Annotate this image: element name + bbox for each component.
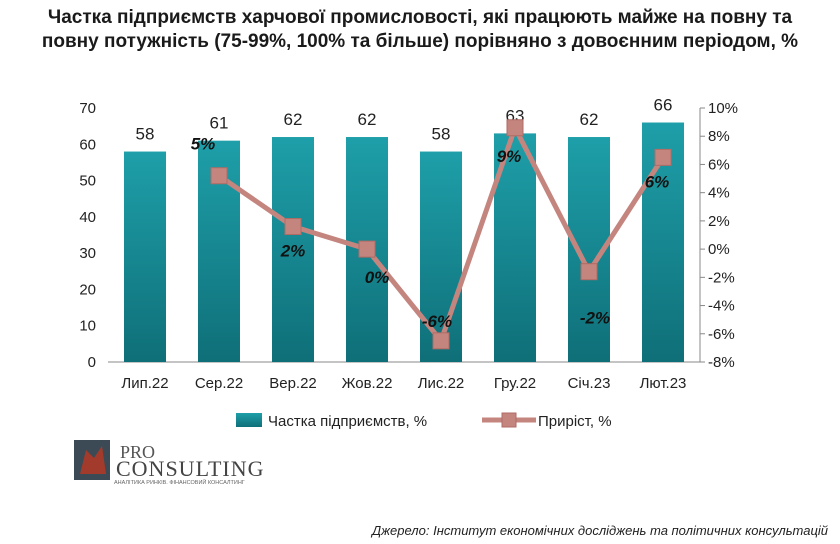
growth-value-label: 9% [497,147,522,166]
y-left-tick-label: 50 [79,173,96,190]
axes: 0 10 20 30 40 50 60 70 -8% -6% -4% -2% 0% 2% 4% 6% 8% 10%… [79,100,738,392]
x-tick-label: Лип.22 [121,375,168,392]
growth-value-label: -6% [422,312,452,331]
y-left-tick-label: 10 [79,318,96,335]
logo-tagline: АНАЛІТИКА РИНКІВ. ФІНАНСОВИЙ КОНСАЛТИНГ [114,478,245,486]
y-left-tick-label: 70 [79,100,96,117]
source-note: Джерело: Інститут економічних досліджень… [371,523,828,538]
bar-value-label: 66 [654,96,673,115]
growth-marker [284,218,302,236]
x-tick-label: Вер.22 [269,375,317,392]
x-tick-label: Лис.22 [418,375,465,392]
growth-marker [580,263,598,281]
y-left-tick-label: 40 [79,209,96,226]
y-right-tick-label: -4% [708,298,735,315]
growth-marker [432,332,450,350]
y-left-tick-label: 0 [88,354,96,371]
growth-marker [358,240,376,258]
y-right-tick-label: -8% [708,354,735,371]
chart-title: Частка підприємств харчової промисловост… [41,7,799,52]
y-right-tick-label: 8% [708,128,730,145]
y-right-tick-label: -6% [708,326,735,343]
y-left-tick-label: 60 [79,136,96,153]
y-right-tick-label: 4% [708,185,730,202]
y-right-tick-label: 0% [708,241,730,258]
legend-line-marker [501,412,517,428]
legend: Частка підприємств, % Приріст, % [236,412,612,430]
bar [124,151,166,362]
growth-line: 5% 2% 0% -6% 9% -2% 6% [191,119,672,350]
y-left-tick-label: 30 [79,245,96,262]
legend-bar-swatch [236,413,262,427]
bar-value-label: 62 [284,110,303,129]
y-right-tick-label: 10% [708,100,738,117]
bar-value-label: 62 [580,110,599,129]
x-tick-label: Гру.22 [494,375,536,392]
logo-emblem-shape [80,446,106,474]
growth-value-label: -2% [580,309,610,328]
bar-value-label: 61 [210,114,229,133]
x-tick-label: Жов.22 [342,375,393,392]
y-left-tick-label: 20 [79,281,96,298]
growth-value-label: 2% [280,242,306,261]
legend-line-label: Приріст, % [538,413,612,430]
logo-line2: CONSULTING [116,456,265,481]
growth-marker [506,119,524,137]
legend-bar-label: Частка підприємств, % [268,413,427,430]
bar-value-label: 58 [432,125,451,144]
bar-value-label: 58 [136,125,155,144]
y-right-tick-label: 6% [708,156,730,173]
x-tick-label: Лют.23 [640,375,687,392]
bar [272,137,314,362]
logo-line1: PRO [120,442,155,462]
growth-value-label: 0% [365,268,390,287]
bar-value-label: 62 [358,110,377,129]
x-tick-label: Січ.23 [568,375,611,392]
growth-marker [210,167,228,185]
y-right-tick-label: 2% [708,213,730,230]
y-right-tick-label: -2% [708,269,735,286]
growth-marker [654,148,672,166]
pro-consulting-logo: PRO CONSULTING АНАЛІТИКА РИНКІВ. ФІНАНСО… [74,440,265,486]
growth-value-label: 5% [191,135,216,154]
x-tick-label: Сер.22 [195,375,243,392]
growth-value-label: 6% [645,172,670,191]
